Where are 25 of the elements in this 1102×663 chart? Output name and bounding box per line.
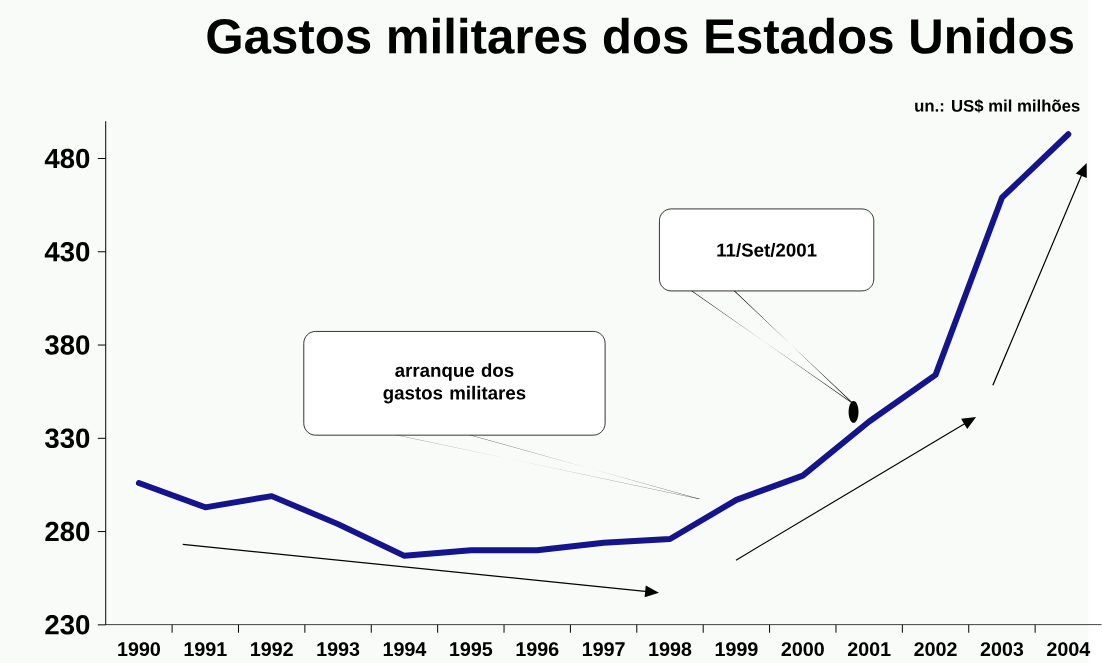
x-tick-label: 2000 bbox=[781, 642, 824, 657]
annotation: arranque dos gastos militares bbox=[383, 363, 526, 404]
y-tick-label: 280 bbox=[45, 521, 90, 542]
x-tick-label: 2003 bbox=[980, 642, 1024, 657]
x-tick-label: 2002 bbox=[914, 642, 957, 657]
x-tick-label: 1990 bbox=[118, 642, 160, 657]
x-tick-label: 1998 bbox=[649, 642, 692, 657]
x-tick-label: 1993 bbox=[317, 642, 360, 657]
x-tick-label: 1995 bbox=[450, 642, 493, 657]
annotation: 11/Set/2001 bbox=[717, 243, 817, 257]
x-tick-label: 1991 bbox=[184, 642, 227, 657]
chart-title: Gastos militares dos Estados Unidos bbox=[207, 17, 1073, 54]
y-tick-label: 380 bbox=[45, 335, 90, 355]
y-tick-label: 330 bbox=[45, 428, 90, 449]
x-tick-label: 1997 bbox=[582, 642, 625, 657]
x-tick-label: 1994 bbox=[383, 642, 427, 657]
y-tick-label: 480 bbox=[44, 148, 90, 169]
x-tick-label: 2004 bbox=[1047, 642, 1091, 657]
y-tick-label: 230 bbox=[45, 615, 90, 635]
x-tick-label: 2001 bbox=[847, 642, 891, 657]
x-tick-label: 1992 bbox=[251, 642, 293, 657]
chart-subtitle: un.: US$ mil milhões bbox=[915, 99, 1080, 113]
y-tick-label: 430 bbox=[44, 242, 90, 262]
x-tick-label: 1999 bbox=[715, 642, 758, 657]
x-tick-label: 1996 bbox=[516, 642, 559, 657]
